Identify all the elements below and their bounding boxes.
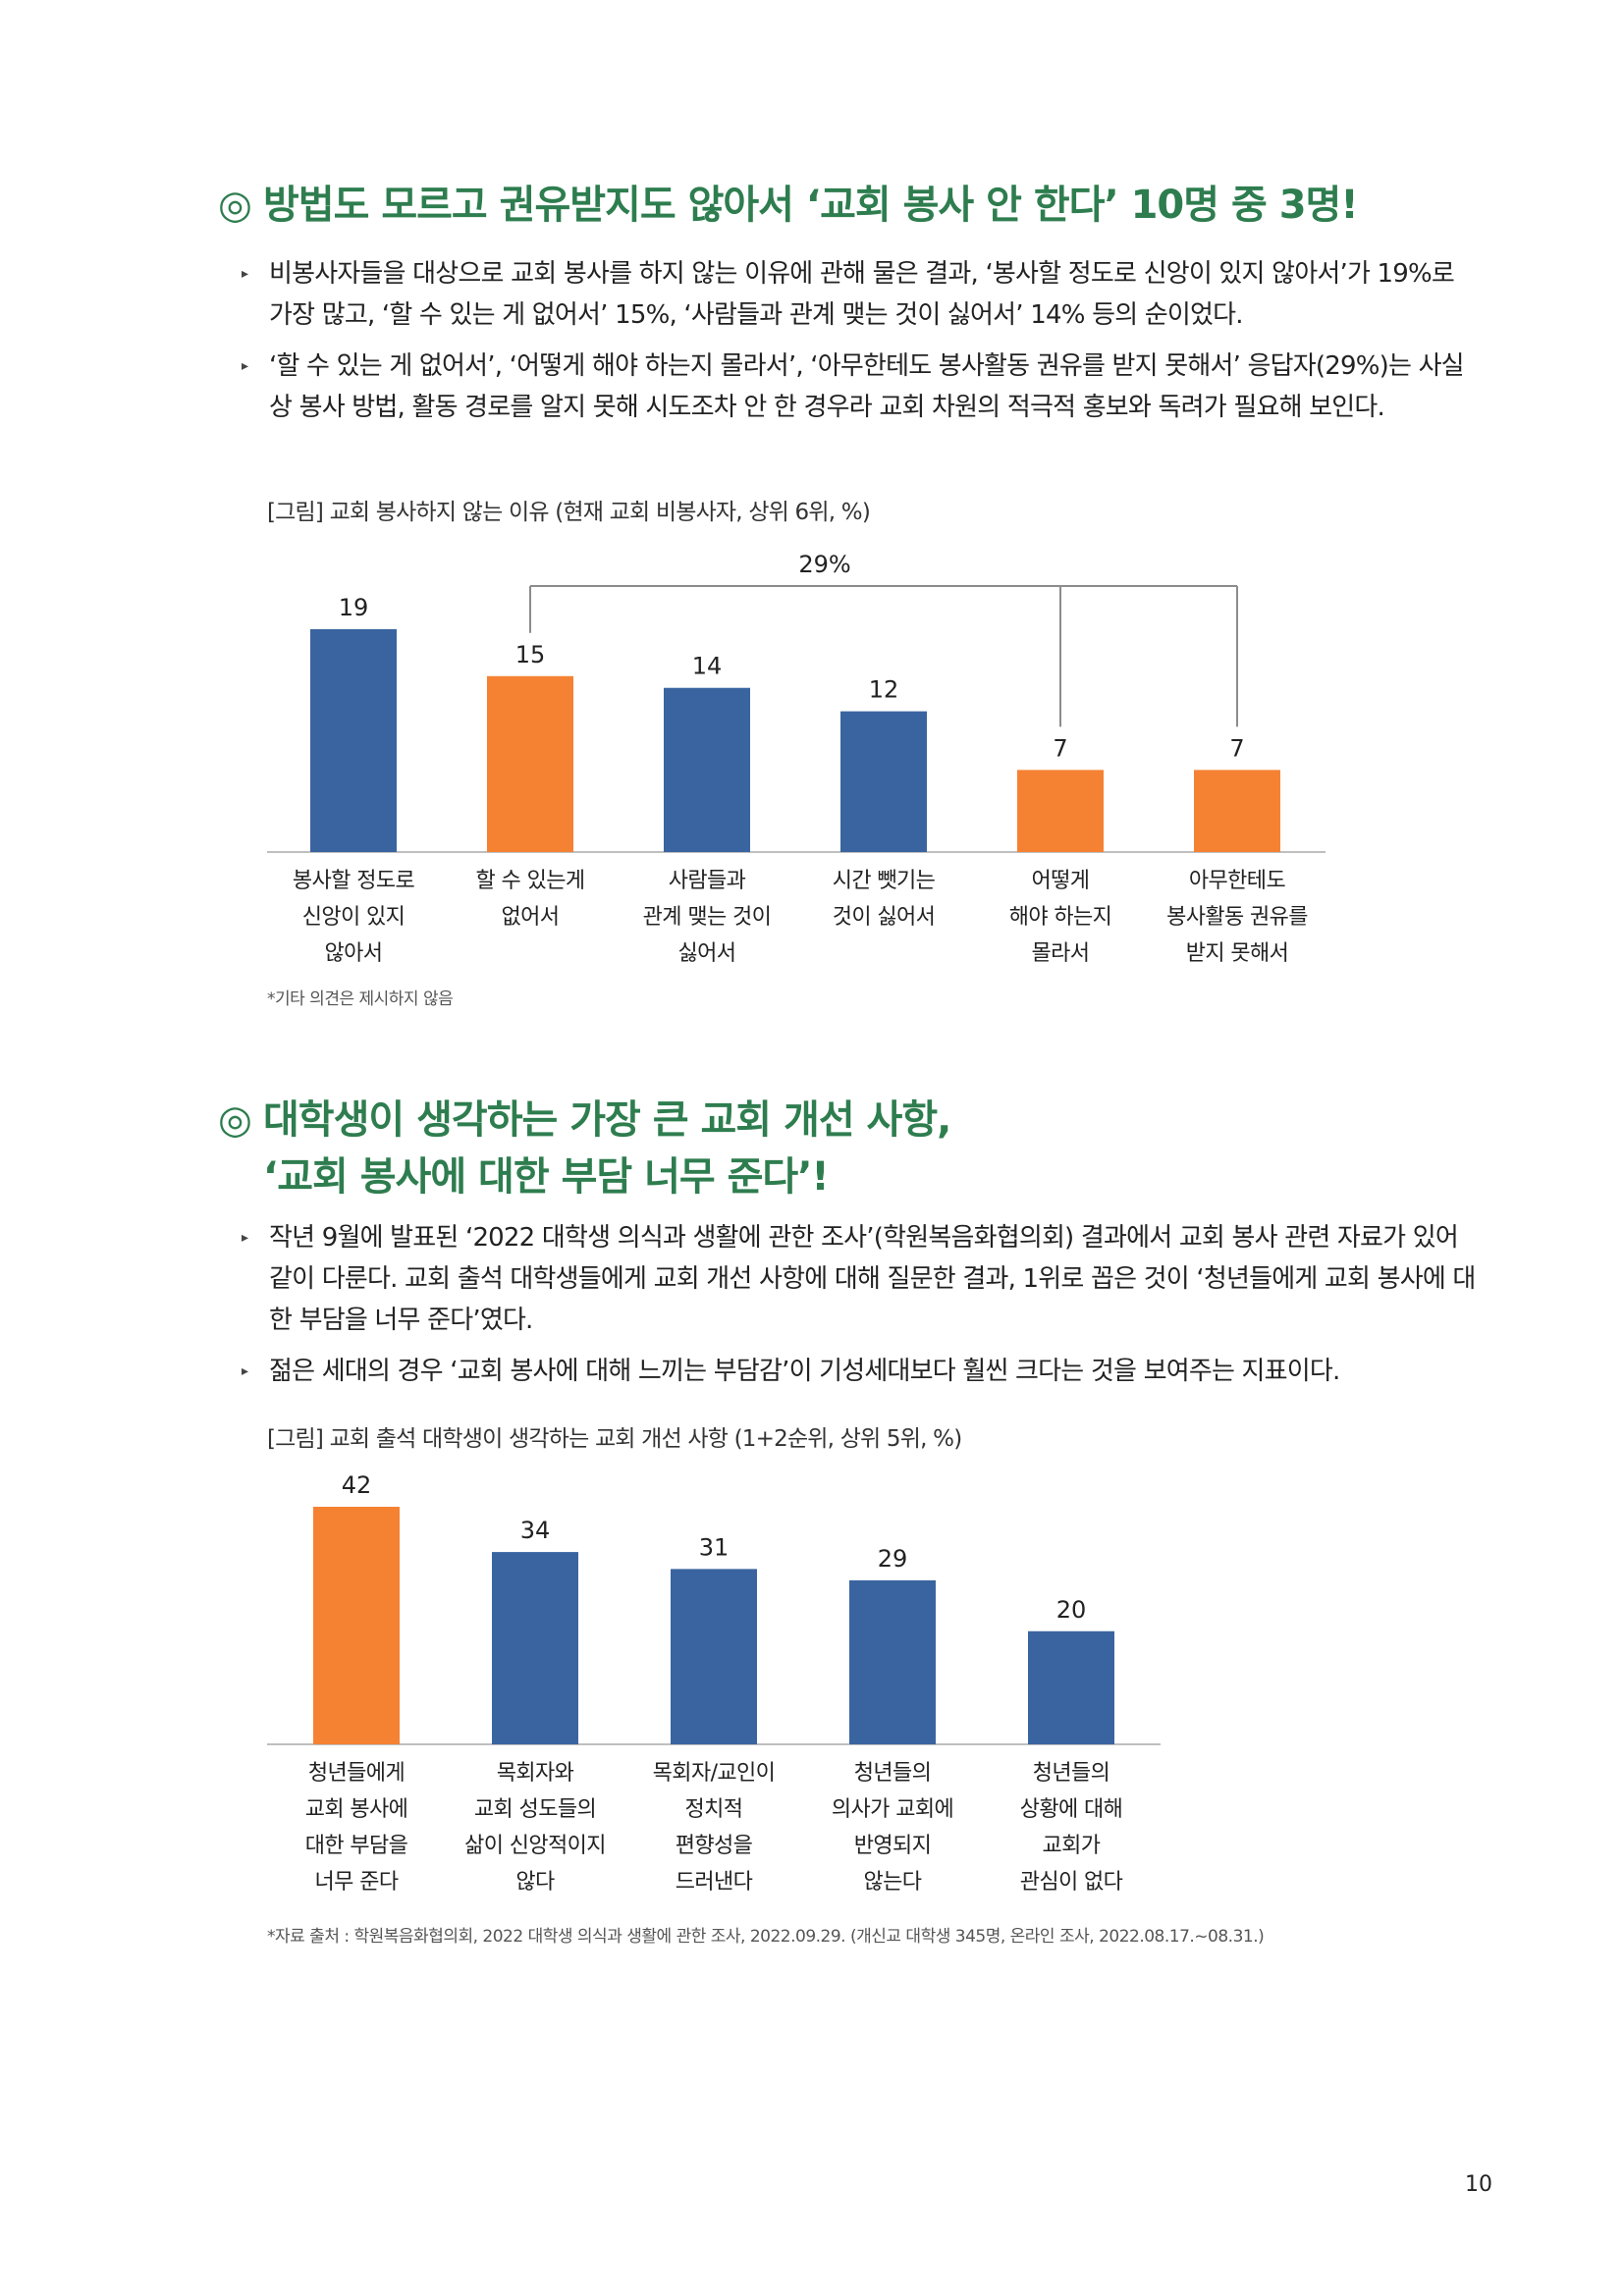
category-label: 청년들에게 — [308, 1761, 405, 1786]
bar — [671, 1569, 757, 1744]
category-label: 해야 하는지 — [1009, 905, 1112, 930]
bullet-item: ▸ 비봉사자들을 대상으로 교회 봉사를 하지 않는 이유에 관해 물은 결과, … — [242, 253, 1479, 336]
figure-note-1: *기타 의견은 제시하지 않음 — [267, 989, 454, 1009]
data-label: 29 — [878, 1545, 908, 1573]
bar — [1017, 770, 1104, 852]
category-label: 의사가 교회에 — [832, 1797, 953, 1822]
bullet-triangle-icon: ▸ — [242, 1363, 248, 1379]
category-label: 것이 싫어서 — [833, 905, 936, 930]
figure-note-2: *자료 출처 : 학원복음화협의회, 2022 대학생 의식과 생활에 관한 조… — [267, 1927, 1265, 1947]
category-label: 관계 맺는 것이 — [643, 905, 772, 930]
category-label: 교회 봉사에 — [305, 1797, 408, 1822]
bullet-triangle-icon: ▸ — [242, 1230, 248, 1246]
figure-caption-2: [그림] 교회 출석 대학생이 생각하는 교회 개선 사항 (1+2순위, 상위… — [267, 1426, 962, 1452]
bar — [1194, 770, 1280, 852]
figure-caption-1: [그림] 교회 봉사하지 않는 이유 (현재 교회 비봉사자, 상위 6위, %… — [267, 500, 871, 525]
bar — [492, 1552, 578, 1744]
data-label: 19 — [339, 594, 369, 621]
bar — [840, 711, 927, 852]
bullet-triangle-icon: ▸ — [242, 266, 248, 282]
category-label: 시간 뺏기는 — [833, 869, 936, 893]
category-label: 목회자와 — [497, 1761, 574, 1786]
data-label: 15 — [515, 641, 546, 668]
double-circle-icon: ◎ — [218, 183, 252, 228]
bullet-text: 비봉사자들을 대상으로 교회 봉사를 하지 않는 이유에 관해 물은 결과, ‘… — [269, 259, 1455, 330]
category-label: 청년들의 — [854, 1761, 932, 1786]
section-title-text: 방법도 모르고 권유받지도 않아서 ‘교회 봉사 안 한다’ 10명 중 3명! — [263, 183, 1359, 228]
category-label: 봉사활동 권유를 — [1166, 905, 1308, 930]
category-label: 않는다 — [864, 1870, 922, 1895]
bullet-item: ▸ ‘할 수 있는 게 없어서’, ‘어떻게 해야 하는지 몰라서’, ‘아무한테… — [242, 346, 1479, 428]
category-label: 교회 성도들의 — [474, 1797, 596, 1822]
data-label: 7 — [1053, 734, 1067, 762]
category-label: 대한 부담을 — [305, 1834, 408, 1858]
data-label: 42 — [342, 1471, 372, 1499]
bar — [849, 1579, 936, 1744]
section-1-bullets: ▸ 비봉사자들을 대상으로 교회 봉사를 하지 않는 이유에 관해 물은 결과, … — [242, 253, 1479, 438]
category-label: 반영되지 — [854, 1834, 932, 1858]
bullet-text: 작년 9월에 발표된 ‘2022 대학생 의식과 생활에 관한 조사’(학원복음… — [269, 1223, 1476, 1335]
category-label: 관심이 없다 — [1020, 1870, 1123, 1895]
section-title-2-line2: ‘교회 봉사에 대한 부담 너무 준다’! — [218, 1148, 830, 1205]
section-title-1: ◎ 방법도 모르고 권유받지도 않아서 ‘교회 봉사 안 한다’ 10명 중 3명… — [218, 177, 1359, 234]
bar — [487, 675, 573, 852]
bar — [664, 687, 750, 852]
category-label: 드러낸다 — [676, 1870, 753, 1895]
page-number: 10 — [1465, 2172, 1492, 2197]
category-label: 할 수 있는게 — [476, 869, 585, 893]
category-label: 목회자/교인이 — [653, 1761, 776, 1786]
bar — [313, 1507, 400, 1744]
bullet-text: 젊은 세대의 경우 ‘교회 봉사에 대해 느끼는 부담감’이 기성세대보다 훨씬… — [269, 1357, 1340, 1386]
category-label: 아무한테도 — [1189, 869, 1286, 893]
data-label: 31 — [699, 1533, 730, 1561]
bar — [310, 629, 397, 852]
bracket-label: 29% — [798, 551, 850, 578]
data-label: 20 — [1056, 1596, 1087, 1624]
section-title-text: 대학생이 생각하는 가장 큰 교회 개선 사항, — [263, 1097, 951, 1143]
data-label: 7 — [1229, 734, 1244, 762]
category-label: 교회가 — [1043, 1834, 1101, 1858]
category-label: 상황에 대해 — [1020, 1797, 1123, 1822]
data-label: 12 — [869, 676, 899, 704]
category-label: 사람들과 — [669, 869, 746, 893]
bullet-text: ‘할 수 있는 게 없어서’, ‘어떻게 해야 하는지 몰라서’, ‘아무한테도… — [269, 351, 1465, 422]
bullet-item: ▸ 작년 9월에 발표된 ‘2022 대학생 의식과 생활에 관한 조사’(학원복… — [242, 1217, 1479, 1341]
category-label: 싫어서 — [678, 941, 736, 966]
category-label: 않다 — [515, 1870, 555, 1895]
section-title-2: ◎ 대학생이 생각하는 가장 큰 교회 개선 사항, — [218, 1092, 951, 1148]
category-label: 정치적 — [685, 1797, 743, 1822]
section-title-text: ‘교회 봉사에 대한 부담 너무 준다’! — [263, 1154, 830, 1200]
bullet-triangle-icon: ▸ — [242, 358, 248, 374]
double-circle-icon: ◎ — [218, 1097, 252, 1143]
category-label: 않아서 — [325, 941, 383, 966]
category-label: 너무 준다 — [315, 1870, 399, 1895]
category-label: 편향성을 — [676, 1834, 753, 1858]
category-label: 없어서 — [502, 905, 560, 930]
category-label: 어떻게 — [1032, 869, 1090, 893]
data-label: 14 — [692, 653, 723, 680]
category-label: 삶이 신앙적이지 — [464, 1834, 606, 1858]
category-label: 청년들의 — [1033, 1761, 1110, 1786]
bar — [1028, 1630, 1114, 1744]
category-label: 신앙이 있지 — [302, 905, 406, 930]
section-2-bullets: ▸ 작년 9월에 발표된 ‘2022 대학생 의식과 생활에 관한 조사’(학원복… — [242, 1217, 1479, 1402]
category-label: 봉사할 정도로 — [293, 869, 415, 893]
data-label: 34 — [520, 1517, 551, 1544]
category-label: 받지 못해서 — [1186, 941, 1289, 966]
bullet-item: ▸ 젊은 세대의 경우 ‘교회 봉사에 대해 느끼는 부담감’이 기성세대보다 훨… — [242, 1351, 1479, 1392]
category-label: 몰라서 — [1032, 941, 1090, 966]
